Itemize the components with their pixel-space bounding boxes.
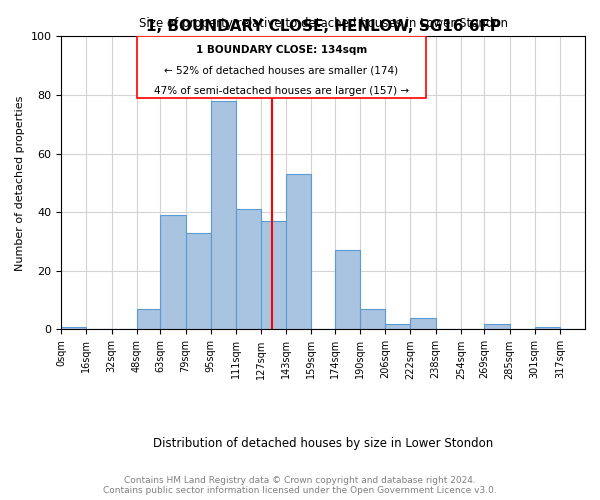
Y-axis label: Number of detached properties: Number of detached properties	[15, 96, 25, 270]
X-axis label: Distribution of detached houses by size in Lower Stondon: Distribution of detached houses by size …	[153, 437, 493, 450]
Bar	[137, 309, 160, 330]
Text: Size of property relative to detached houses in Lower Stondon: Size of property relative to detached ho…	[139, 17, 508, 30]
Bar	[360, 309, 385, 330]
Bar	[484, 324, 509, 330]
Bar	[61, 326, 86, 330]
Bar	[261, 221, 286, 330]
Bar	[185, 233, 211, 330]
Text: 1 BOUNDARY CLOSE: 134sqm: 1 BOUNDARY CLOSE: 134sqm	[196, 46, 367, 56]
Bar	[335, 250, 360, 330]
Bar	[385, 324, 410, 330]
Bar	[211, 101, 236, 330]
Bar	[137, 36, 426, 98]
Bar	[160, 215, 185, 330]
Bar	[286, 174, 311, 330]
Text: ← 52% of detached houses are smaller (174): ← 52% of detached houses are smaller (17…	[164, 66, 398, 76]
Text: 47% of semi-detached houses are larger (157) →: 47% of semi-detached houses are larger (…	[154, 86, 409, 97]
Title: 1, BOUNDARY CLOSE, HENLOW, SG16 6FP: 1, BOUNDARY CLOSE, HENLOW, SG16 6FP	[146, 19, 500, 34]
Bar	[410, 318, 436, 330]
Bar	[535, 326, 560, 330]
Bar	[236, 210, 261, 330]
Text: Contains HM Land Registry data © Crown copyright and database right 2024.
Contai: Contains HM Land Registry data © Crown c…	[103, 476, 497, 495]
